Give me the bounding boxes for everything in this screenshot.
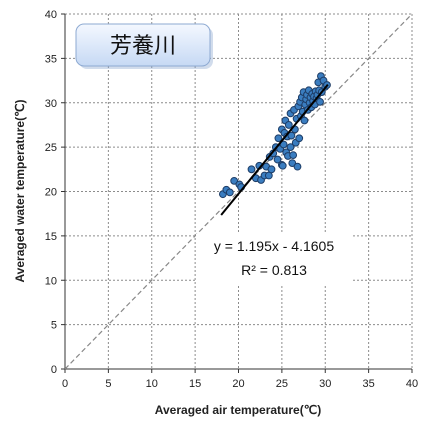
data-point [316, 97, 324, 106]
x-tick-label: 10 [146, 378, 158, 390]
x-tick-label: 40 [406, 378, 418, 390]
y-tick-label: 35 [45, 53, 57, 65]
data-point [230, 176, 239, 185]
x-tick-label: 5 [105, 378, 111, 390]
data-point [279, 140, 288, 149]
data-point [286, 143, 295, 152]
data-point [293, 162, 302, 171]
data-point [295, 134, 304, 143]
grid-lines [65, 13, 413, 369]
data-point [247, 165, 256, 174]
r-squared: R² = 0.813 [241, 262, 307, 278]
equation-box [196, 234, 352, 284]
y-tick-label: 5 [51, 320, 57, 332]
y-tick-labels: 0 5 10 15 20 25 30 35 40 [45, 9, 57, 376]
y-axis-title: Averaged water temperature(℃) [13, 99, 27, 282]
data-point [300, 116, 309, 125]
x-tick-labels: 0 5 10 15 20 25 30 35 40 [62, 378, 418, 390]
x-tick-label: 0 [62, 378, 68, 390]
identity-reference-line [64, 13, 413, 370]
data-point [225, 188, 234, 197]
y-tick-label: 25 [45, 142, 57, 154]
x-tick-label: 15 [189, 378, 201, 390]
data-point [288, 159, 297, 168]
data-point [284, 121, 293, 129]
title-box: 芳養川 [75, 23, 213, 69]
regression-equation: y = 1.195x - 4.1605 [214, 238, 334, 254]
x-axis-title: Averaged air temperature(℃) [155, 403, 321, 417]
y-tick-label: 15 [45, 231, 57, 243]
data-point [273, 155, 282, 164]
data-point [289, 151, 298, 160]
y-tick-label: 30 [45, 98, 57, 110]
y-tick-label: 40 [45, 9, 57, 21]
data-point [267, 165, 276, 174]
x-tick-label: 20 [232, 378, 244, 390]
y-tick-label: 10 [45, 275, 57, 287]
x-tick-label: 35 [363, 378, 375, 390]
axes [61, 13, 413, 373]
data-point [274, 134, 283, 143]
chart-title: 芳養川 [110, 34, 176, 59]
x-tick-label: 25 [276, 378, 288, 390]
y-tick-label: 20 [45, 187, 57, 199]
data-point [287, 131, 296, 140]
regression-line [220, 83, 329, 216]
x-tick-label: 30 [319, 378, 331, 390]
data-point [278, 161, 287, 170]
y-tick-label: 0 [51, 364, 57, 376]
